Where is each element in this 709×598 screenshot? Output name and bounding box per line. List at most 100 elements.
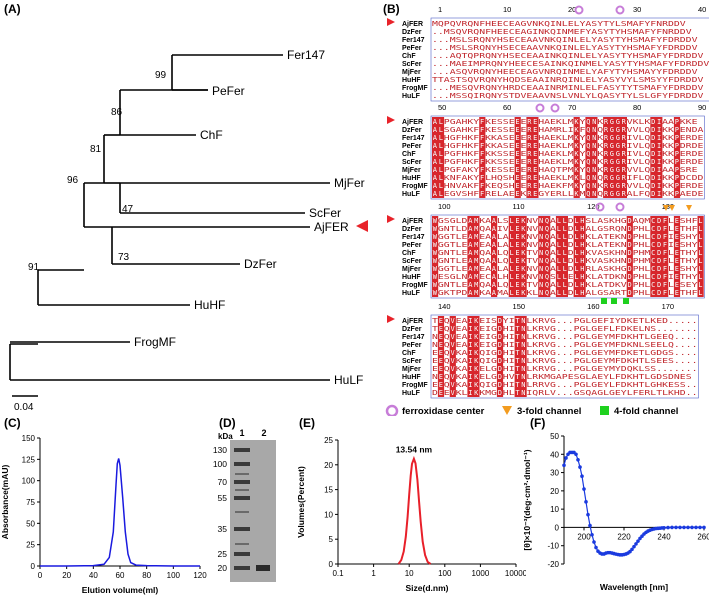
conserved-residue: L xyxy=(563,233,567,241)
conserved-residue: R xyxy=(604,182,609,190)
conserved-residue: I xyxy=(657,118,661,126)
alignment-sequence-row: ALPGAHKYFKESSEEEREHAEKLMKYQNKRGGRVKLKDIA… xyxy=(432,118,698,126)
threefold-channel-marker-icon xyxy=(663,205,669,211)
alignment-species-name: DzFer xyxy=(402,326,422,333)
conserved-residue: G xyxy=(616,190,620,198)
conserved-residue: I xyxy=(468,349,472,357)
conserved-residue: R xyxy=(527,142,532,150)
alignment-sequence-row: ALPGFHKFFKKSSEEEREHAEKLMKYQNKRGGRIVLQDIK… xyxy=(432,150,703,158)
conserved-residue: F xyxy=(480,182,484,190)
series-line xyxy=(40,458,200,567)
conserved-residue: G xyxy=(616,174,620,182)
conserved-residue: E xyxy=(515,281,519,289)
conserved-residue: H xyxy=(580,241,584,249)
conserved-residue: D xyxy=(651,182,655,190)
conserved-residue: T xyxy=(515,349,520,357)
alignment-sequence-row: ALHGFHKFFKKASEEEREHAEKLMKYQNKRGGRIVLQDIK… xyxy=(432,142,703,150)
data-point xyxy=(682,525,686,530)
ajfer-row-marker-icon xyxy=(387,215,395,223)
conserved-residue: V xyxy=(451,317,456,325)
data-point xyxy=(662,525,666,530)
conserved-residue: L xyxy=(557,281,561,289)
conserved-residue: A xyxy=(468,257,473,265)
conserved-column xyxy=(650,117,657,198)
conserved-residue: N xyxy=(592,190,596,198)
conserved-residue: P xyxy=(675,158,679,166)
alignment-species-name: DzFer xyxy=(402,226,422,233)
conserved-residue: L xyxy=(557,233,561,241)
alignment-sequence-row: ...MESQVRQNYHRDCEAAINRMINLELFASYTYTSMAFY… xyxy=(432,84,704,92)
conserved-residue: N xyxy=(592,174,596,182)
conserved-residue: L xyxy=(439,126,443,134)
y-axis-label: [θ]×10⁻³(deg·cm²·dmol⁻¹) xyxy=(522,449,532,550)
conserved-residue: N xyxy=(521,381,525,389)
alignment-species-name: FrogMF xyxy=(402,85,428,92)
legend-ferroxidase-icon xyxy=(385,404,399,416)
conserved-residue: L xyxy=(574,233,578,241)
conserved-residue: E xyxy=(439,341,443,349)
alignment-species-name: PeFer xyxy=(402,242,422,249)
conserved-residue: V xyxy=(451,333,456,341)
panel-label-d: (D) xyxy=(219,416,236,430)
conserved-column xyxy=(432,117,439,198)
conserved-column xyxy=(673,117,681,198)
y-tick-label: 25 xyxy=(324,436,333,445)
conserved-residue: H xyxy=(580,225,584,233)
y-tick-label: 0 xyxy=(555,523,560,532)
alignment-position-number: 140 xyxy=(438,302,451,311)
conserved-residue: Q xyxy=(586,150,590,158)
conserved-column xyxy=(538,216,545,297)
conserved-residue: K xyxy=(521,217,526,225)
alignment-species-name: ChF xyxy=(402,350,416,357)
conserved-residue: N xyxy=(592,118,596,126)
conserved-residue: N xyxy=(592,166,596,174)
conserved-residue: I xyxy=(468,373,472,381)
conserved-residue: F xyxy=(663,257,667,265)
conserved-residue: K xyxy=(521,225,526,233)
conserved-residue: N xyxy=(592,182,596,190)
conserved-residue: N xyxy=(521,317,525,325)
conserved-residue: E xyxy=(533,166,537,174)
conserved-residue: R xyxy=(527,182,532,190)
conserved-residue: E xyxy=(515,289,519,297)
conserved-residue: L xyxy=(574,241,578,249)
sequence-alignment: 1 10 20 30 40AjFERDzFerFer147PeFerChFScFerMj… xyxy=(385,5,709,416)
alignment-species-name: Fer147 xyxy=(402,334,425,341)
marker-band xyxy=(234,480,250,484)
alignment-species-name: HuLF xyxy=(402,390,421,397)
conserved-residue: P xyxy=(675,134,679,142)
conserved-residue: R xyxy=(604,190,609,198)
alignment-species-name: AjFER xyxy=(402,119,423,126)
conserved-residue: D xyxy=(498,333,502,341)
conserved-residue: Q xyxy=(586,142,590,150)
conserved-residue: C xyxy=(651,265,655,273)
ajfer-row-marker-icon xyxy=(387,116,395,124)
y-tick-label: 5 xyxy=(329,535,334,544)
conserved-residue: L xyxy=(574,273,578,281)
y-tick-label: 10 xyxy=(550,505,559,514)
alignment-block-outline xyxy=(430,17,709,102)
conserved-residue: L xyxy=(557,265,561,273)
bootstrap-96: 96 xyxy=(67,175,79,186)
alignment-species-name: PeFer xyxy=(402,143,422,150)
alignment-sequence-row: TEQVEAIKEIGDHITNLKRVG...PGLGEFLFDKELNS..… xyxy=(432,325,698,333)
leaf-mjfer: MjFer xyxy=(334,176,365,190)
conserved-column xyxy=(591,117,598,198)
data-point xyxy=(588,523,592,528)
conserved-residue: Q xyxy=(586,126,590,134)
alignment-sequence-row: ALPGFAKYFKESSEEEREHAQTPMKYQNKRGGRVVLQDIA… xyxy=(432,166,698,174)
conserved-residue: F xyxy=(663,281,667,289)
bootstrap-99: 99 xyxy=(155,70,167,81)
data-point xyxy=(670,525,674,530)
conserved-column xyxy=(532,117,539,198)
conserved-residue: Q xyxy=(586,174,590,182)
conserved-residue: V xyxy=(451,349,456,357)
conserved-residue: Q xyxy=(586,118,590,126)
conserved-residue: I xyxy=(657,158,661,166)
conserved-residue: E xyxy=(675,289,679,297)
alignment-position-number: 160 xyxy=(587,302,600,311)
conserved-residue: D xyxy=(628,217,632,225)
conserved-residue: V xyxy=(451,365,456,373)
conserved-residue: G xyxy=(616,158,620,166)
conserved-column xyxy=(437,316,445,397)
